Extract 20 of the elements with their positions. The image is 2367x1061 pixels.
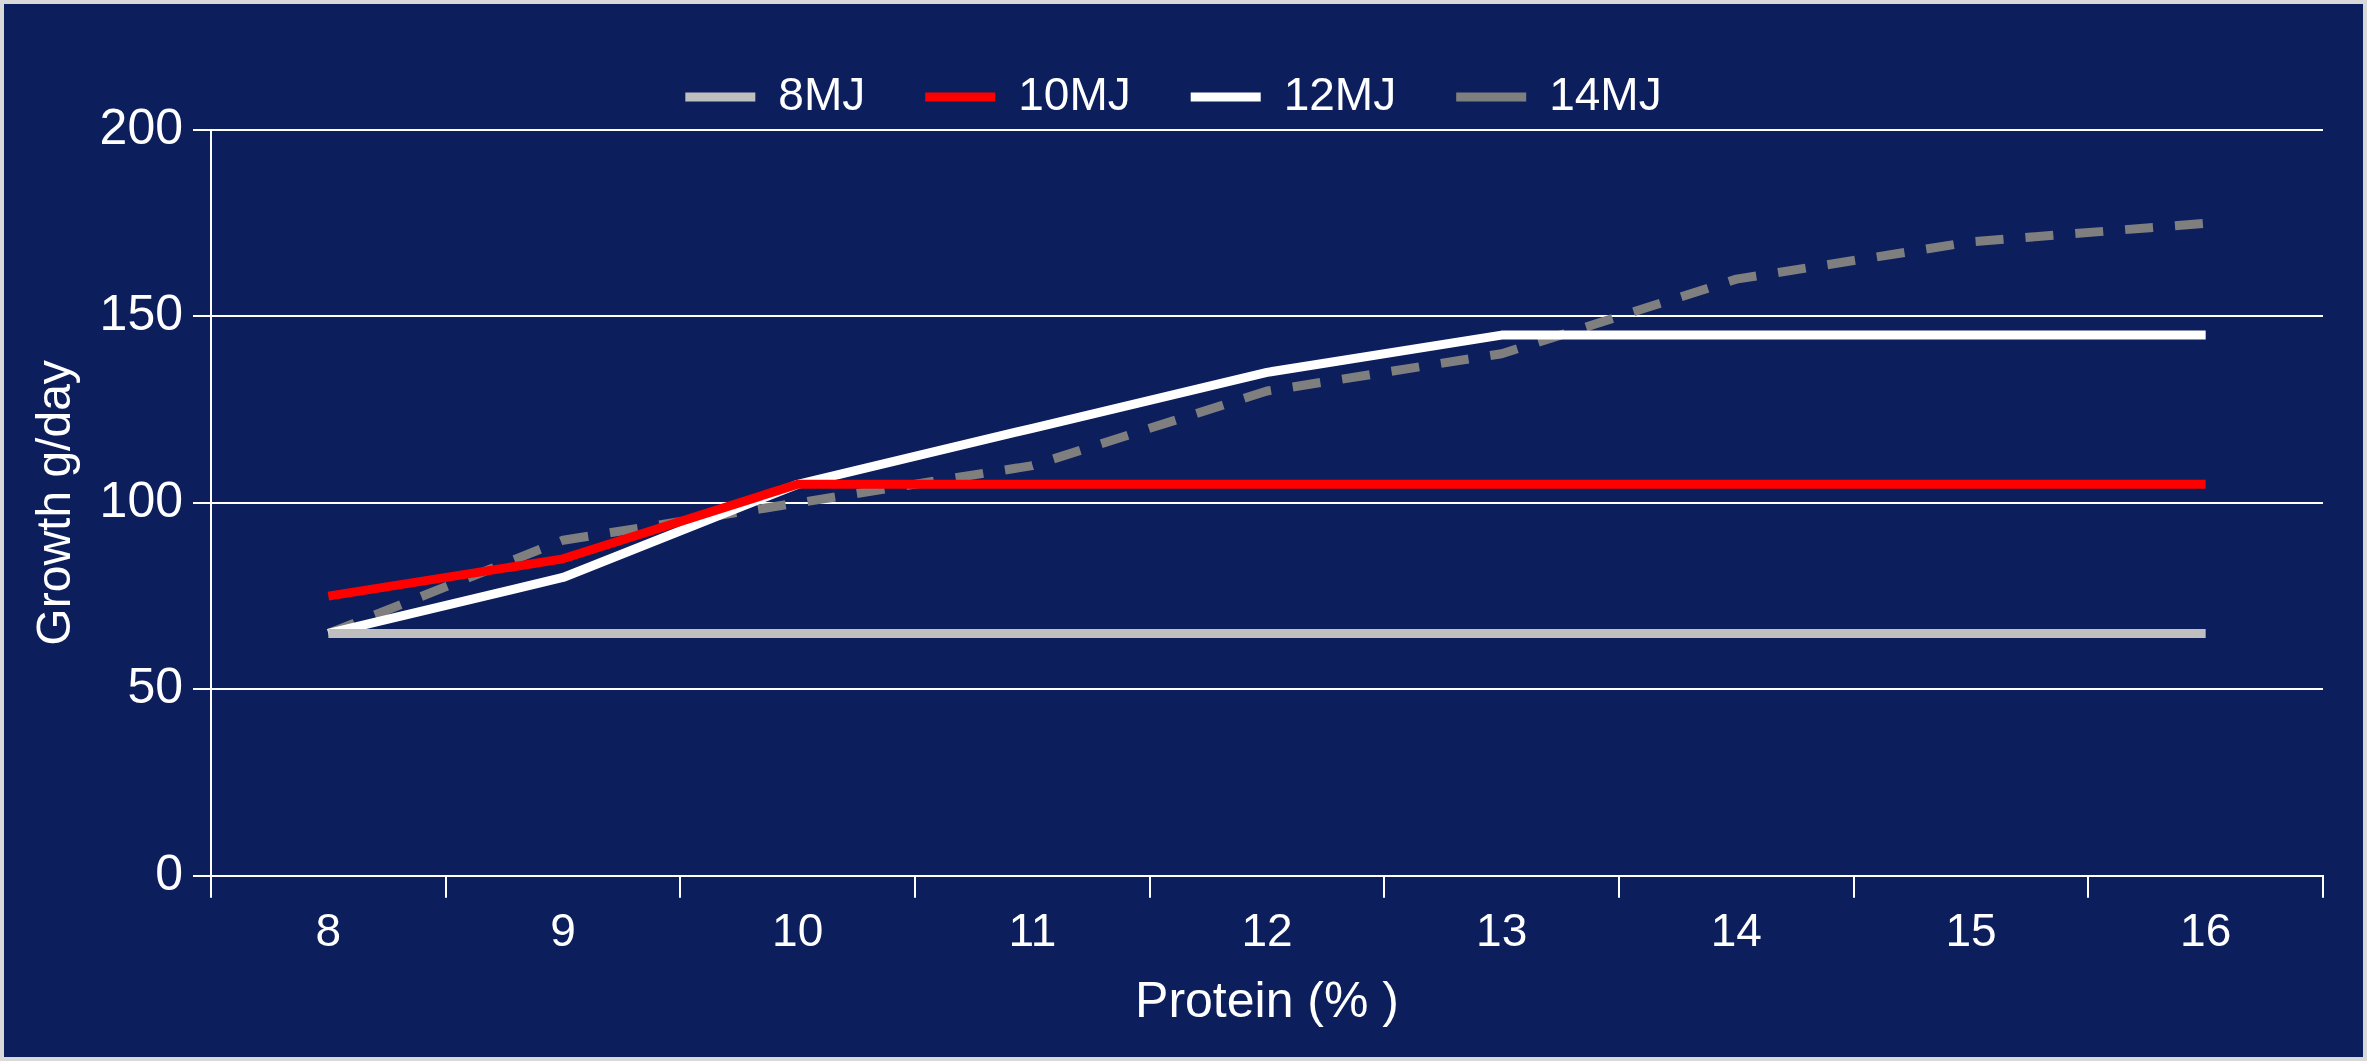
legend-label: 14MJ	[1549, 67, 1662, 120]
x-tick-label: 9	[550, 904, 576, 957]
x-tick-label: 8	[315, 904, 342, 957]
x-tick-label: 14	[1710, 904, 1762, 957]
y-tick-label: 50	[127, 658, 184, 715]
y-tick-label: 100	[99, 471, 184, 528]
x-tick-label: 13	[1476, 904, 1528, 957]
y-axis-title: Growth g/day	[27, 360, 81, 646]
x-axis-title: Protein (% )	[1135, 971, 1399, 1028]
legend-label: 12MJ	[1283, 67, 1397, 120]
legend-label: 8MJ	[778, 67, 866, 120]
y-tick-label: 0	[155, 844, 184, 901]
x-tick-label: 12	[1241, 904, 1293, 957]
y-tick-label: 200	[99, 98, 184, 155]
x-tick-label: 10	[772, 904, 824, 957]
y-tick-label: 150	[99, 285, 184, 342]
x-tick-label: 11	[1008, 904, 1057, 957]
x-tick-label: 16	[2180, 904, 2232, 957]
legend-label: 10MJ	[1018, 67, 1131, 120]
x-tick-label: 15	[1945, 904, 1997, 957]
